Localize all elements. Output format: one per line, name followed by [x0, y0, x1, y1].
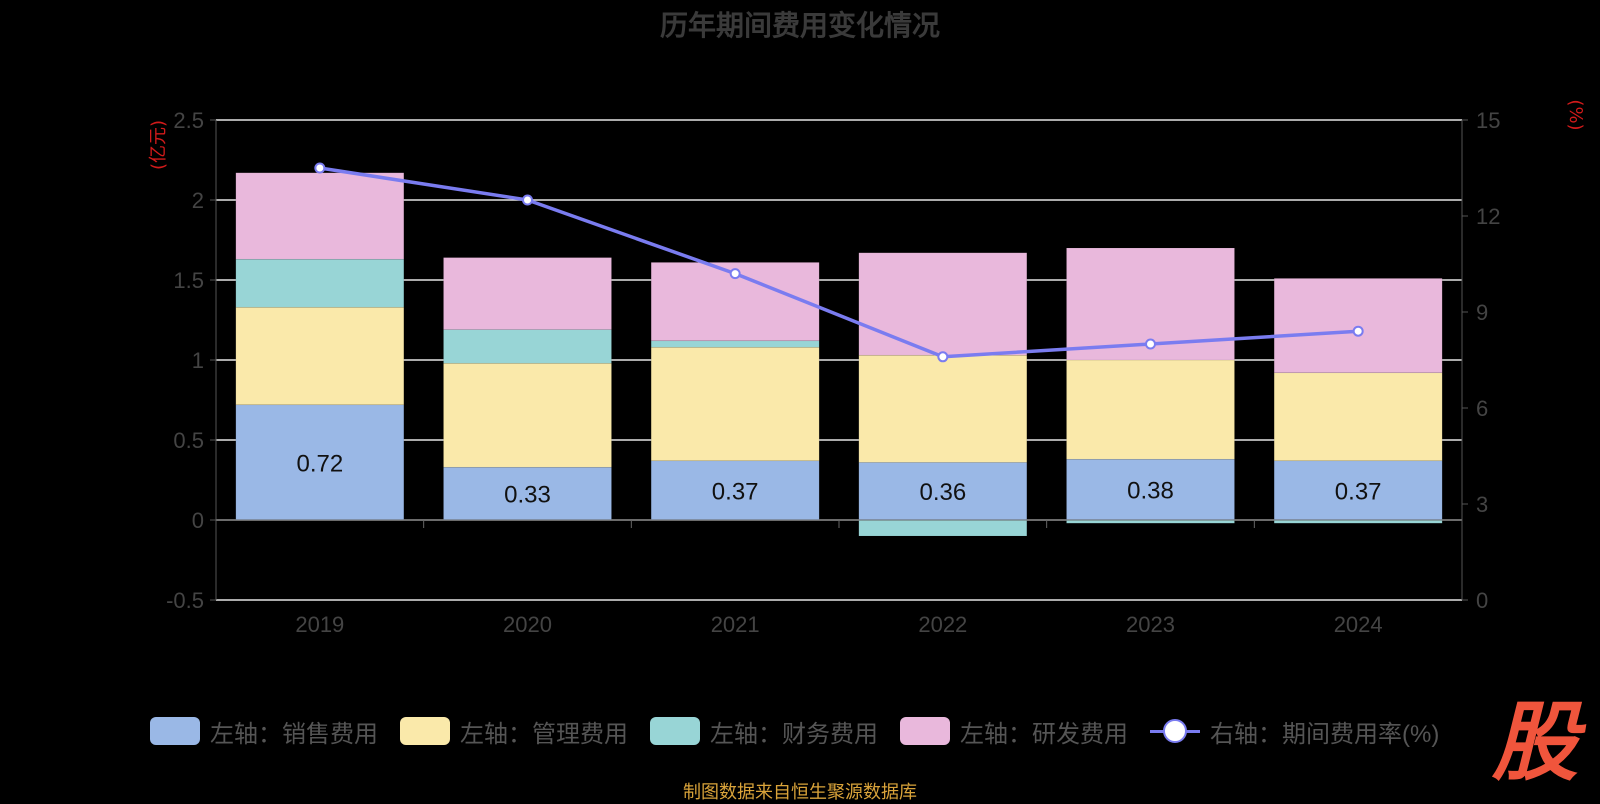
legend-label-rate: 右轴：期间费用率(%): [1210, 720, 1440, 748]
watermark-logo: 股: [1492, 692, 1578, 793]
bar-value-label: 0.72: [296, 450, 343, 477]
legend-item-finance[interactable]: 左轴：财务费用: [650, 714, 878, 749]
legend-swatch-admin: [400, 717, 450, 745]
legend-label-rnd: 左轴：研发费用: [960, 720, 1128, 748]
bar-segment: [235, 258, 405, 308]
x-tick-label: 2021: [711, 612, 760, 637]
bar-segment: [858, 519, 1028, 537]
legend-swatch-rnd: [900, 717, 950, 745]
left-tick-label: -0.5: [166, 588, 204, 613]
bar-value-label: 0.37: [712, 478, 759, 505]
bar-value-label: 0.36: [919, 479, 966, 506]
right-tick-label: 0: [1476, 588, 1488, 613]
legend-item-sales[interactable]: 左轴：销售费用: [150, 714, 378, 749]
bar-segment: [858, 462, 1028, 521]
right-tick-label: 6: [1476, 396, 1488, 421]
x-tick-label: 2020: [503, 612, 552, 637]
rate-point: [522, 194, 533, 206]
legend-label-sales: 左轴：销售费用: [210, 720, 378, 748]
left-tick-label: 1: [192, 348, 204, 373]
right-tick-label: 9: [1476, 300, 1488, 325]
rate-line: [319, 166, 1359, 359]
bar-segment: [443, 466, 612, 521]
legend-item-rnd[interactable]: 左轴：研发费用: [900, 714, 1128, 749]
right-tick-label: 3: [1476, 492, 1488, 517]
bar-segment: [235, 306, 405, 406]
x-tick-label: 2024: [1334, 612, 1383, 637]
rate-point: [1352, 325, 1364, 337]
bar-segment: [1066, 458, 1235, 521]
x-tick-label: 2023: [1126, 612, 1175, 637]
left-tick-label: 1.5: [173, 268, 204, 293]
rate-point: [729, 268, 741, 280]
axes: -0.5 0 0.5 1 1.5 2 2.5 0 3 6 9 12 15 (亿元) (%) 2019 2020 2…: [148, 99, 1586, 637]
rate-point: [937, 351, 949, 363]
bar-value-label: 0.38: [1127, 478, 1174, 505]
bar-value-label: 0.33: [504, 482, 551, 509]
bar-segment: [1273, 278, 1443, 374]
rate-point: [314, 162, 326, 174]
bar-value-label: 0.37: [1335, 478, 1382, 505]
legend-label-admin: 左轴：管理费用: [460, 720, 628, 748]
left-tick-label: 0.5: [173, 428, 204, 453]
legend-swatch-finance: [650, 717, 700, 745]
right-tick-label: 15: [1476, 108, 1500, 133]
bar-segment: [858, 252, 1028, 356]
left-tick-label: 2.5: [173, 108, 204, 133]
bar-segment: [650, 346, 820, 462]
data-labels: 0.72 0.33 0.37 0.36 0.38 0.37: [296, 450, 1381, 508]
legend-line-marker-icon: [1150, 717, 1200, 745]
data-source-note: 制图数据来自恒生聚源数据库: [683, 782, 917, 802]
bar-segment: [235, 172, 405, 260]
legend: 左轴：销售费用 左轴：管理费用 左轴：财务费用 左轴：研发费用 右轴：期间费用率…: [150, 714, 1439, 748]
bar-segment: [1273, 372, 1443, 462]
bar-layer: [235, 172, 1443, 537]
legend-label-finance: 左轴：财务费用: [710, 720, 878, 748]
bar-segment: [443, 257, 612, 330]
bar-segment: [1066, 359, 1235, 460]
left-tick-label: 0: [192, 508, 204, 533]
legend-item-rate[interactable]: 右轴：期间费用率(%): [1150, 714, 1439, 749]
x-tick-label: 2019: [295, 612, 344, 637]
bar-segment: [858, 354, 1028, 463]
legend-item-admin[interactable]: 左轴：管理费用: [400, 714, 628, 749]
rate-line-layer: [314, 162, 1364, 363]
left-tick-label: 2: [192, 188, 204, 213]
bar-segment: [1273, 460, 1443, 521]
chart-title: 历年期间费用变化情况: [659, 10, 940, 41]
right-tick-label: 12: [1476, 204, 1500, 229]
x-tick-label: 2022: [918, 612, 967, 637]
rate-point: [1145, 338, 1156, 350]
bar-segment: [650, 340, 820, 348]
bar-segment: [443, 329, 612, 364]
right-axis-unit: (%): [1565, 99, 1586, 130]
left-axis-unit: (亿元): [148, 120, 169, 170]
bar-segment: [443, 362, 612, 468]
legend-swatch-sales: [150, 717, 200, 745]
